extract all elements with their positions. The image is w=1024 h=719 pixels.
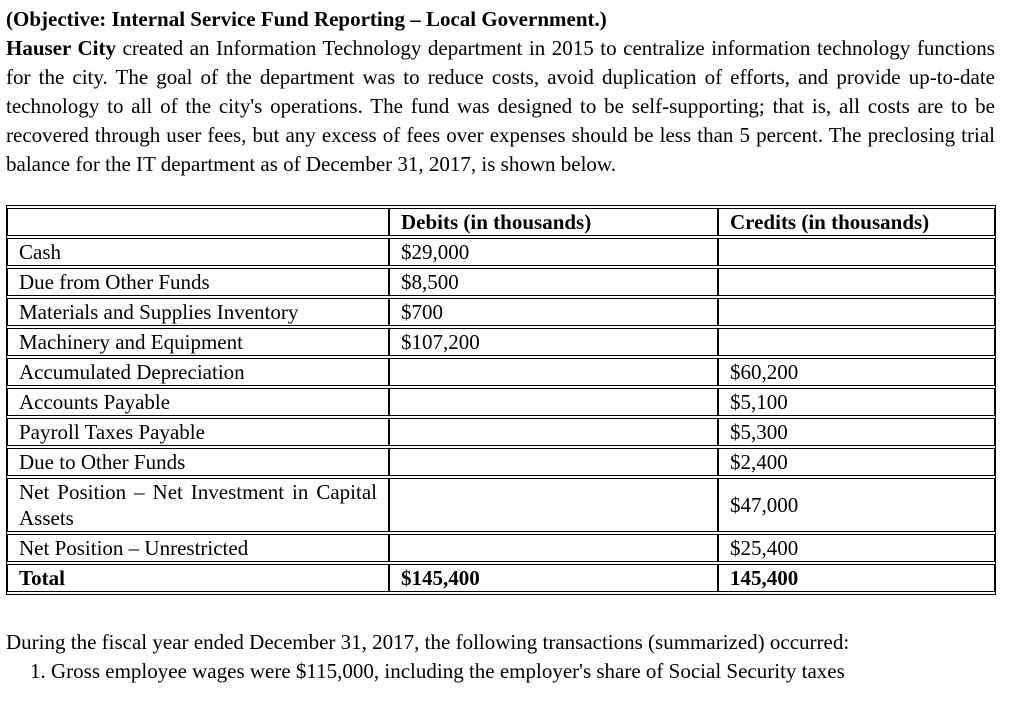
account-cell: Net Position – Net Investment in Capital… bbox=[7, 478, 389, 532]
credit-cell bbox=[718, 238, 995, 266]
credit-cell: $5,100 bbox=[718, 388, 995, 416]
account-cell: Payroll Taxes Payable bbox=[7, 418, 389, 446]
intro-body-text: created an Information Technology depart… bbox=[6, 36, 995, 176]
clipped-transaction-line: 1. Gross employee wages were $115,000, i… bbox=[30, 659, 845, 683]
account-cell: Accounts Payable bbox=[7, 388, 389, 416]
debit-cell bbox=[389, 388, 718, 416]
table-row: Net Position – Net Investment in Capital… bbox=[7, 478, 995, 532]
credit-cell: $60,200 bbox=[718, 358, 995, 386]
table-header-row: Debits (in thousands) Credits (in thousa… bbox=[7, 208, 995, 236]
credit-cell bbox=[718, 268, 995, 296]
credit-cell: $2,400 bbox=[718, 448, 995, 476]
account-cell: Cash bbox=[7, 238, 389, 266]
debit-cell bbox=[389, 534, 718, 562]
trial-balance-table: Debits (in thousands) Credits (in thousa… bbox=[6, 205, 996, 595]
account-cell: Machinery and Equipment bbox=[7, 328, 389, 356]
debit-cell bbox=[389, 358, 718, 386]
account-cell: Accumulated Depreciation bbox=[7, 358, 389, 386]
table-row: Materials and Supplies Inventory $700 bbox=[7, 298, 995, 326]
debit-cell bbox=[389, 418, 718, 446]
credit-cell: 145,400 bbox=[718, 564, 995, 592]
debit-cell: $8,500 bbox=[389, 268, 718, 296]
credit-cell bbox=[718, 298, 995, 326]
credit-cell bbox=[718, 328, 995, 356]
debits-column-header: Debits (in thousands) bbox=[389, 208, 718, 236]
debit-cell bbox=[389, 478, 718, 532]
table-row: Accumulated Depreciation $60,200 bbox=[7, 358, 995, 386]
table-row: Payroll Taxes Payable $5,300 bbox=[7, 418, 995, 446]
debit-cell: $700 bbox=[389, 298, 718, 326]
table-row: Machinery and Equipment $107,200 bbox=[7, 328, 995, 356]
credit-cell: $5,300 bbox=[718, 418, 995, 446]
debit-cell: $107,200 bbox=[389, 328, 718, 356]
credit-cell: $25,400 bbox=[718, 534, 995, 562]
account-cell: Due from Other Funds bbox=[7, 268, 389, 296]
credit-cell: $47,000 bbox=[718, 478, 995, 532]
objective-heading: (Objective: Internal Service Fund Report… bbox=[6, 7, 607, 31]
table-row: Total $145,400 145,400 bbox=[7, 564, 995, 592]
intro-paragraph: Hauser City created an Information Techn… bbox=[6, 34, 995, 179]
credits-column-header: Credits (in thousands) bbox=[718, 208, 995, 236]
table-row: Net Position – Unrestricted $25,400 bbox=[7, 534, 995, 562]
debit-cell: $29,000 bbox=[389, 238, 718, 266]
closing-paragraph: During the fiscal year ended December 31… bbox=[6, 630, 850, 654]
table-row: Due to Other Funds $2,400 bbox=[7, 448, 995, 476]
account-cell: Due to Other Funds bbox=[7, 448, 389, 476]
table-row: Cash $29,000 bbox=[7, 238, 995, 266]
table-row: Accounts Payable $5,100 bbox=[7, 388, 995, 416]
account-cell: Materials and Supplies Inventory bbox=[7, 298, 389, 326]
debit-cell bbox=[389, 448, 718, 476]
table-row: Due from Other Funds $8,500 bbox=[7, 268, 995, 296]
trial-balance-body: Cash $29,000 Due from Other Funds $8,500 Mat… bbox=[7, 238, 995, 592]
account-cell: Net Position – Unrestricted bbox=[7, 534, 389, 562]
debit-cell: $145,400 bbox=[389, 564, 718, 592]
account-column-header bbox=[7, 208, 389, 236]
account-cell: Total bbox=[7, 564, 389, 592]
intro-lead-bold: Hauser City bbox=[6, 36, 116, 60]
